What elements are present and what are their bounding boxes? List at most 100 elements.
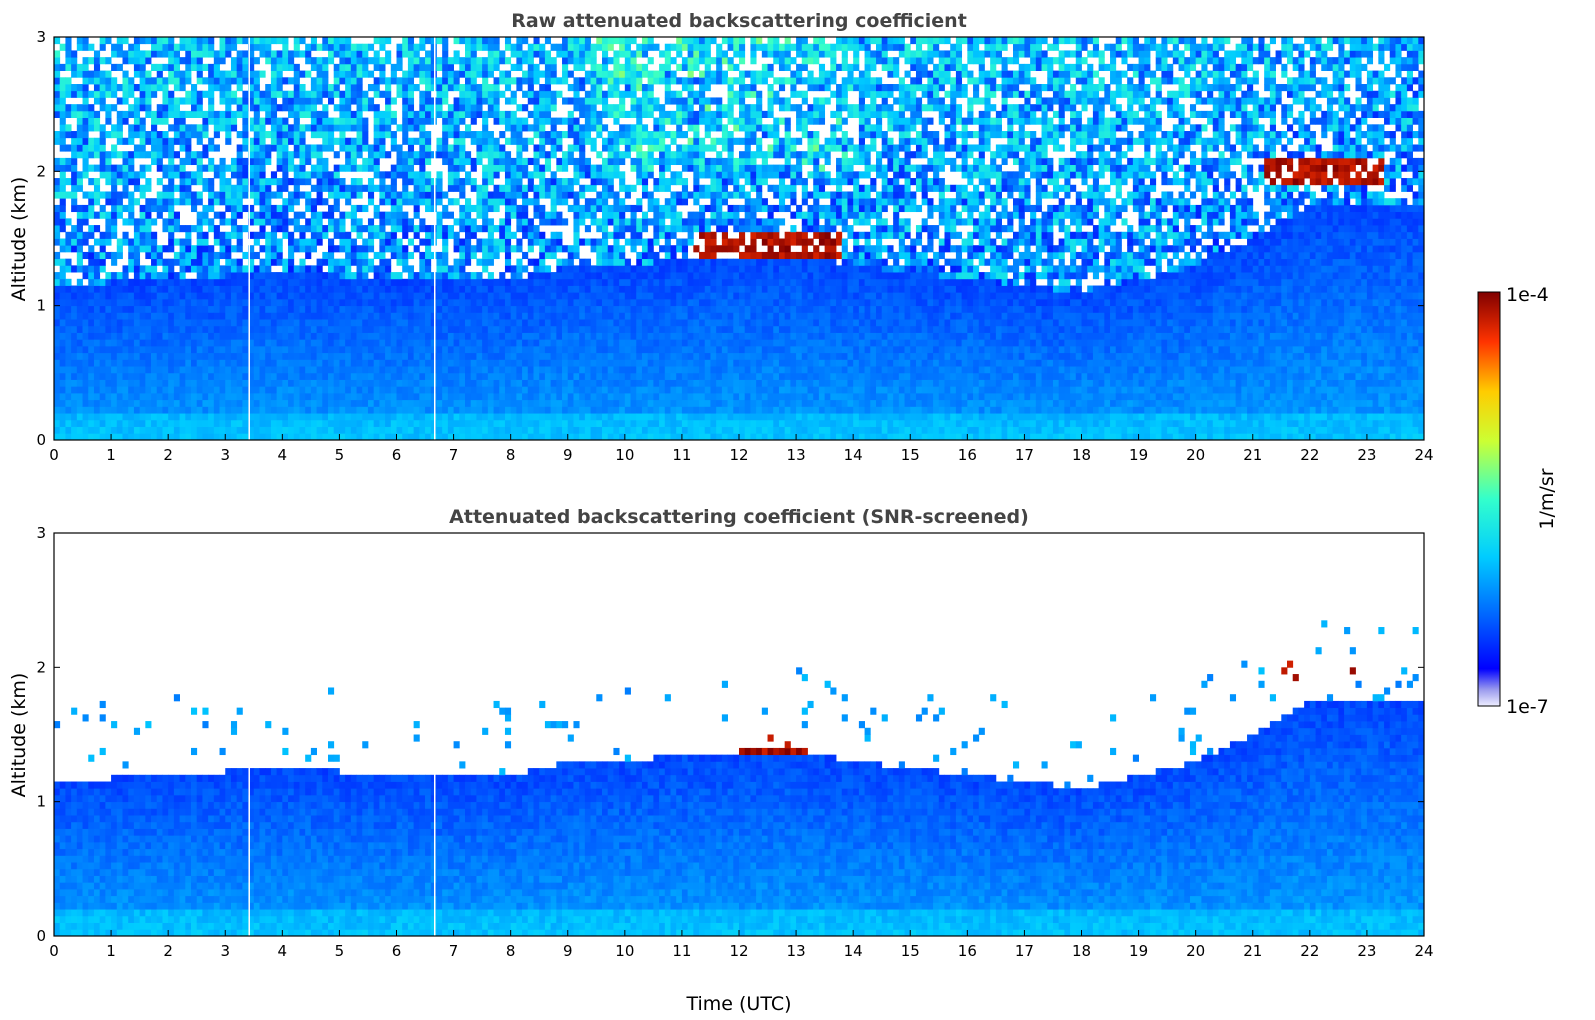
heat-cell [71,245,78,253]
heat-cell [88,204,95,213]
heat-cell [413,352,420,360]
heat-cell [93,298,101,307]
heat-cell [202,144,209,152]
heat-cell [225,204,232,213]
heat-cell [219,386,226,394]
heat-cell [162,164,169,172]
heat-cell [299,426,306,434]
heat-cell [516,426,523,434]
heat-cell [310,104,317,112]
heat-cell [151,84,158,92]
heat-cell [196,218,203,226]
heat-cell [162,433,169,441]
heat-cell [305,392,312,401]
heat-cell [544,265,552,273]
heat-cell [59,419,66,427]
heat-cell [459,413,466,421]
heat-cell [550,292,557,300]
heat-cell [322,198,329,206]
heat-cell [356,305,363,313]
heat-cell [345,332,352,340]
heat-cell [270,137,278,145]
heat-cell [93,258,101,266]
heat-cell [379,90,386,98]
heat-cell [54,258,61,266]
heat-cell [350,372,357,380]
heat-cell [556,345,563,354]
heat-cell [299,151,306,159]
heat-cell [436,37,443,45]
heat-cell [213,57,220,65]
heat-cell [573,319,580,327]
heat-cell [93,191,101,199]
heat-cell [71,265,78,273]
heat-cell [328,319,335,327]
heat-cell [413,191,420,199]
heat-cell [162,359,169,367]
heat-cell [527,339,534,347]
heat-cell [191,110,198,118]
heat-cell [122,272,129,280]
heat-cell [333,372,340,380]
heat-cell [230,312,238,320]
heat-cell [430,359,437,367]
heat-cell [567,332,574,340]
heat-cell [151,426,158,434]
heat-cell [151,124,158,132]
heat-cell [71,372,78,380]
heat-cell [499,419,506,427]
heat-cell [270,352,278,360]
heat-cell [54,178,61,186]
heat-cell [225,399,232,407]
heat-cell [602,251,609,260]
heat-cell [339,258,346,266]
heat-cell [76,258,83,266]
heat-cell [385,359,392,367]
heat-cell [122,379,129,387]
heat-cell [76,43,83,51]
heat-cell [219,406,226,414]
heat-cell [447,77,454,85]
heat-cell [333,399,340,407]
heat-cell [602,319,609,327]
heat-cell [168,104,175,112]
heat-cell [105,110,112,118]
heat-cell [333,325,340,333]
heat-cell [339,413,346,421]
heat-cell [430,278,437,286]
heat-cell [185,379,192,387]
heat-cell [151,345,158,354]
heat-cell [419,339,426,347]
heat-cell [373,84,380,92]
heat-cell [316,164,323,172]
heat-cell [584,97,591,105]
heat-cell [602,426,609,434]
heat-cell [305,157,312,166]
heat-cell [105,198,112,206]
heat-cell [390,218,397,226]
heat-cell [504,43,512,51]
heat-cell [122,84,129,92]
heat-cell [328,171,335,179]
heat-cell [459,131,466,139]
heat-cell [299,157,306,166]
heat-cell [339,426,346,434]
heat-cell [253,292,260,300]
heat-cell [356,319,363,327]
heat-cell [208,426,215,434]
heat-cell [556,426,563,434]
heat-cell [65,298,72,307]
heat-cell [105,238,112,246]
heat-cell [567,97,574,105]
heat-cell [447,366,454,374]
heat-cell [93,137,101,145]
heat-cell [584,419,591,427]
heat-cell [248,77,255,85]
heat-cell [562,372,569,380]
heat-cell [345,319,352,327]
heat-cell [419,198,426,206]
heat-cell [590,184,597,192]
heat-cell [299,265,306,273]
heat-cell [139,272,146,280]
heat-cell [173,97,180,105]
